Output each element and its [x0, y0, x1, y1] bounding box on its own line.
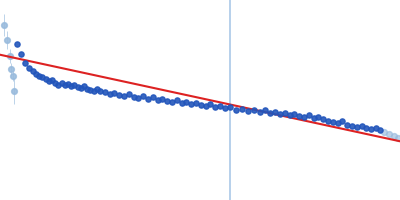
Point — [90, 89, 97, 93]
Point — [7, 54, 14, 58]
Point — [262, 109, 268, 112]
Point — [1, 23, 7, 27]
Point — [202, 104, 209, 108]
Point — [373, 126, 379, 129]
Point — [344, 123, 350, 127]
Point — [277, 112, 283, 116]
Point — [320, 117, 326, 121]
Point — [212, 105, 218, 109]
Point — [174, 98, 180, 102]
Point — [354, 125, 360, 129]
Point — [222, 106, 228, 110]
Point — [10, 74, 16, 78]
Point — [49, 78, 55, 82]
Point — [33, 72, 39, 76]
Point — [140, 94, 146, 98]
Point — [226, 105, 233, 109]
Point — [26, 66, 32, 70]
Point — [102, 90, 108, 94]
Point — [315, 115, 322, 119]
Point — [358, 124, 365, 128]
Point — [65, 82, 71, 86]
Point — [245, 109, 251, 113]
Point — [233, 108, 239, 112]
Point — [106, 92, 113, 96]
Point — [310, 116, 317, 120]
Point — [286, 113, 293, 117]
Point — [39, 75, 46, 79]
Point — [94, 87, 100, 91]
Point — [188, 102, 194, 106]
Point — [22, 61, 28, 65]
Point — [164, 99, 170, 103]
Point — [251, 108, 257, 112]
Point — [159, 97, 166, 101]
Point — [239, 107, 245, 111]
Point — [368, 127, 374, 131]
Point — [330, 120, 336, 124]
Point — [126, 92, 132, 96]
Point — [43, 77, 49, 81]
Point — [395, 136, 400, 140]
Point — [296, 114, 302, 118]
Point — [150, 95, 156, 99]
Point — [46, 79, 52, 83]
Point — [282, 111, 288, 115]
Point — [349, 124, 355, 128]
Point — [30, 69, 36, 73]
Point — [291, 112, 298, 116]
Point — [58, 81, 65, 85]
Point — [217, 104, 223, 108]
Point — [52, 81, 58, 85]
Point — [62, 83, 68, 87]
Point — [325, 119, 331, 123]
Point — [4, 38, 10, 42]
Point — [74, 85, 81, 89]
Point — [135, 96, 142, 100]
Point — [18, 52, 24, 56]
Point — [10, 89, 17, 93]
Point — [257, 110, 263, 114]
Point — [55, 83, 62, 87]
Point — [36, 74, 42, 78]
Point — [87, 88, 94, 92]
Point — [207, 103, 214, 106]
Point — [377, 128, 383, 132]
Point — [84, 87, 90, 91]
Point — [267, 111, 273, 115]
Point — [111, 91, 118, 95]
Point — [193, 101, 199, 105]
Point — [68, 84, 74, 88]
Point — [145, 97, 151, 101]
Point — [301, 115, 307, 119]
Point — [386, 132, 392, 136]
Point — [78, 86, 84, 90]
Point — [334, 121, 341, 125]
Point — [154, 98, 161, 102]
Point — [71, 83, 78, 87]
Point — [306, 113, 312, 117]
Point — [81, 84, 87, 88]
Point — [169, 100, 175, 104]
Point — [121, 94, 127, 98]
Point — [390, 134, 397, 138]
Point — [198, 103, 204, 107]
Point — [381, 130, 387, 134]
Point — [8, 67, 14, 71]
Point — [130, 95, 137, 99]
Point — [116, 93, 122, 97]
Point — [363, 126, 370, 130]
Point — [183, 100, 190, 104]
Point — [339, 119, 346, 123]
Point — [178, 101, 185, 105]
Point — [272, 110, 278, 114]
Point — [97, 89, 103, 93]
Point — [14, 42, 20, 46]
